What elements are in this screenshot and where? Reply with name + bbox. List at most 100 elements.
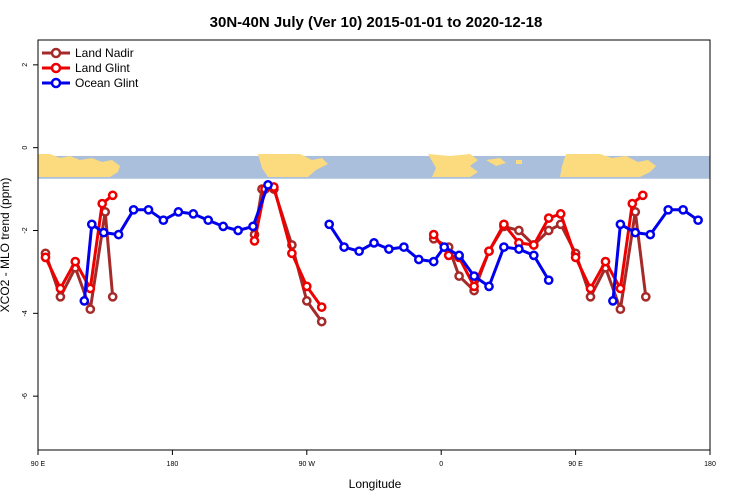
data-point	[469, 281, 479, 292]
data-point	[384, 244, 394, 254]
chart-title: 30N-40N July (Ver 10) 2015-01-01 to 2020…	[210, 14, 543, 31]
data-point	[113, 229, 124, 240]
x-axis-label: Longitude	[349, 477, 402, 491]
series-line	[432, 194, 644, 290]
data-point	[173, 207, 184, 217]
data-point	[615, 304, 626, 315]
data-point	[158, 215, 169, 226]
data-point	[98, 227, 109, 238]
data-point	[637, 190, 648, 201]
data-point	[555, 209, 566, 219]
data-point	[97, 198, 108, 209]
data-point	[143, 204, 154, 215]
data-point	[218, 221, 229, 232]
data-point	[663, 204, 674, 215]
data-point	[339, 242, 349, 252]
legend-item: Ocean Glint	[42, 76, 139, 90]
data-point	[528, 250, 539, 261]
data-point	[484, 246, 494, 257]
data-point	[678, 204, 688, 215]
data-point	[233, 225, 243, 236]
data-point	[543, 213, 554, 223]
data-point	[570, 252, 581, 263]
data-point	[514, 244, 524, 254]
data-point	[693, 215, 703, 226]
data-point	[249, 236, 260, 246]
data-point	[316, 302, 327, 312]
data-point	[287, 248, 297, 259]
y-tick-label: -6	[22, 393, 29, 399]
data-point	[645, 229, 656, 240]
map-strip	[38, 154, 710, 179]
data-point	[301, 281, 312, 292]
data-point	[585, 291, 596, 302]
data-point	[600, 256, 611, 267]
x-tick-label: 90 E	[31, 461, 46, 468]
legend-item: Land Glint	[42, 61, 130, 75]
x-tick-label: 0	[439, 461, 443, 468]
legend-marker	[50, 47, 62, 59]
map-land	[428, 154, 478, 177]
data-point	[203, 215, 214, 226]
data-point	[85, 304, 96, 315]
data-point	[608, 296, 618, 306]
map-land	[516, 160, 522, 164]
data-point	[454, 271, 464, 281]
data-point	[55, 283, 66, 294]
map-land	[560, 154, 656, 177]
data-point	[439, 242, 450, 252]
data-point	[70, 256, 81, 267]
data-point	[263, 180, 273, 190]
data-point	[248, 221, 258, 232]
data-point	[369, 238, 379, 248]
y-axis-label: XCO2 - MLO trend (ppm)	[0, 178, 12, 313]
data-point	[630, 227, 641, 238]
data-point	[484, 281, 494, 292]
data-point	[543, 275, 554, 286]
series-layer	[40, 180, 703, 327]
data-point	[640, 291, 651, 302]
data-point	[316, 316, 327, 327]
y-tick-label: 0	[22, 146, 29, 150]
data-point	[514, 225, 524, 236]
data-point	[454, 250, 464, 261]
series-line	[327, 223, 550, 288]
x-tick-label: 180	[704, 461, 716, 468]
data-point	[128, 204, 139, 215]
map-land	[38, 154, 120, 177]
x-tick-label: 90 W	[299, 461, 316, 468]
y-tick-label: -4	[22, 310, 29, 316]
data-point	[428, 256, 439, 267]
data-point	[301, 296, 312, 306]
legend-label: Land Glint	[75, 61, 130, 75]
data-point	[499, 219, 509, 230]
data-point	[324, 219, 335, 230]
data-point	[40, 252, 51, 263]
y-tick-label: 2	[22, 63, 29, 67]
data-point	[585, 283, 596, 294]
legend-label: Land Nadir	[75, 46, 134, 60]
data-point	[499, 242, 509, 252]
data-point	[528, 240, 539, 250]
data-point	[543, 225, 554, 236]
data-point	[85, 283, 96, 294]
data-point	[55, 291, 66, 302]
x-tick-label: 180	[167, 461, 179, 468]
data-point	[413, 254, 424, 265]
y-tick-label: -2	[22, 227, 29, 233]
series-ocean-glint	[79, 180, 703, 306]
data-point	[86, 219, 97, 230]
y-axis: 2 0 -2 -4 -6	[22, 63, 38, 399]
data-point	[627, 198, 638, 209]
data-point	[354, 246, 364, 257]
legend-marker	[50, 77, 62, 89]
x-tick-label: 90 E	[568, 461, 583, 468]
legend-item: Land Nadir	[42, 46, 134, 60]
data-point	[188, 209, 199, 219]
data-point	[615, 283, 626, 294]
data-point	[443, 250, 454, 261]
plot-frame	[37, 39, 711, 451]
legend-marker	[50, 62, 62, 74]
data-point	[428, 229, 439, 240]
